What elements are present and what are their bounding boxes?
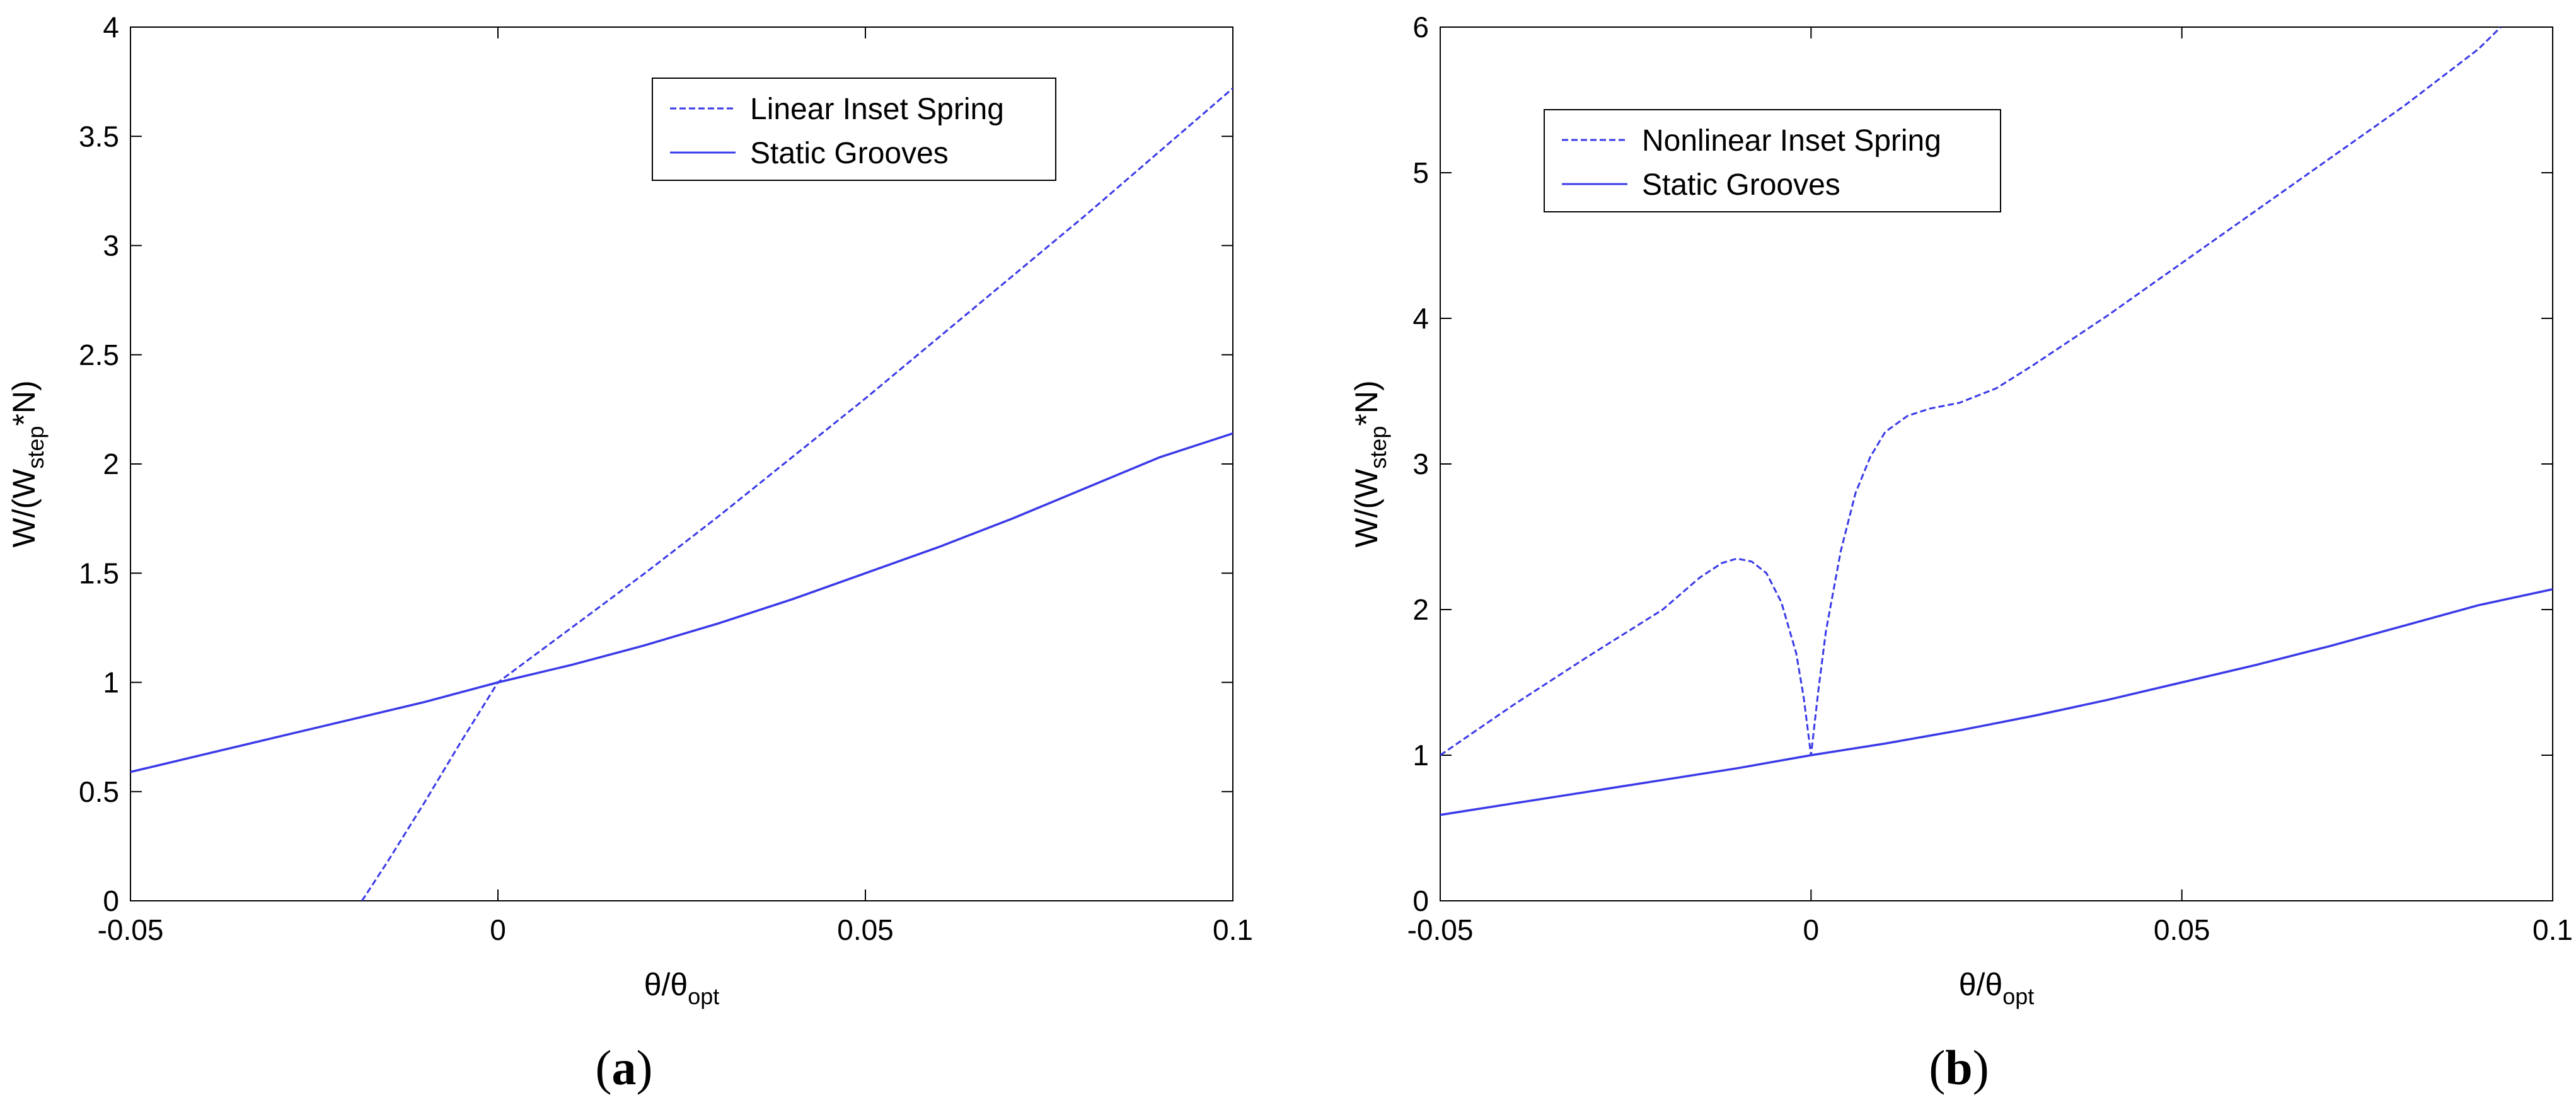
- y-tick-label: 2: [1412, 593, 1429, 626]
- y-tick-label: 0: [103, 884, 119, 917]
- panel-label: (b): [1929, 1040, 1989, 1095]
- chart-panel-b: -0.05 0 0.05 0.10123456θ/θoptW/(Wstep*N)Non…: [1349, 11, 2573, 1095]
- y-tick-label: 2.5: [79, 339, 119, 371]
- x-tick-label: 0: [1803, 913, 1820, 946]
- legend-label: Nonlinear Inset Spring: [1642, 124, 1941, 158]
- x-tick-label: 0.1: [1213, 913, 1253, 946]
- x-tick-label: 0: [490, 913, 506, 946]
- x-axis-label: θ/θopt: [644, 967, 720, 1009]
- series-line-static-grooves: [130, 432, 1233, 773]
- y-tick-label: 3: [103, 229, 119, 262]
- x-tick-label: -0.05: [1407, 913, 1474, 946]
- y-axis-label: W/(Wstep*N): [1349, 380, 1391, 547]
- y-tick-label: 4: [103, 11, 119, 43]
- x-tick-label: 0.1: [2533, 913, 2573, 946]
- y-axis-label: W/(Wstep*N): [6, 380, 49, 547]
- y-tick-label: 1: [1412, 739, 1429, 772]
- y-tick-label: 5: [1412, 156, 1429, 189]
- legend-label: Linear Inset Spring: [750, 93, 1004, 126]
- x-tick-label: 0.05: [837, 913, 894, 946]
- series-line-linear-inset-spring: [361, 87, 1233, 901]
- legend: Linear Inset Spring Static Grooves: [652, 78, 1056, 181]
- x-tick-label: -0.05: [98, 913, 164, 946]
- y-tick-label: 2: [103, 448, 119, 480]
- x-axis-label: θ/θopt: [1959, 967, 2035, 1009]
- y-tick-label: 3: [1412, 448, 1429, 480]
- legend-box: [652, 78, 1056, 181]
- y-tick-label: 4: [1412, 302, 1429, 335]
- chart-panel-a: -0.05 0 0.05 0.100.511.522.533.54θ/θoptW/(W…: [6, 11, 1253, 1095]
- legend-box: [1544, 109, 2001, 212]
- x-tick-label: 0.05: [2154, 913, 2210, 946]
- legend-label: Static Grooves: [750, 137, 949, 170]
- y-tick-label: 0: [1412, 884, 1429, 917]
- y-tick-label: 6: [1412, 11, 1429, 43]
- y-tick-label: 0.5: [79, 775, 119, 808]
- y-tick-label: 1: [103, 666, 119, 699]
- legend-label: Static Grooves: [1642, 168, 1840, 202]
- legend: Nonlinear Inset Spring Static Grooves: [1544, 109, 2001, 212]
- series-line-nonlinear-inset-spring: [1440, 27, 2502, 756]
- series-line-static-grooves: [1440, 588, 2553, 816]
- panel-label: (a): [596, 1040, 653, 1095]
- y-tick-label: 3.5: [79, 120, 119, 153]
- y-tick-label: 1.5: [79, 557, 119, 589]
